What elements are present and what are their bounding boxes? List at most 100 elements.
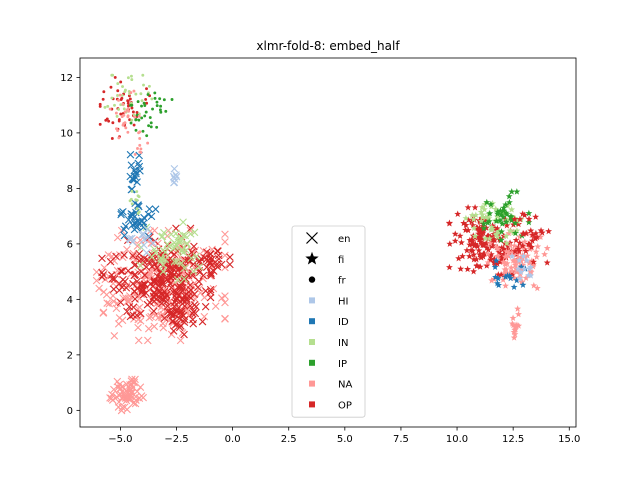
data-point: [170, 178, 178, 187]
data-point: [495, 228, 503, 236]
data-point: [150, 277, 158, 286]
data-point: [110, 332, 119, 340]
data-point: [140, 235, 148, 244]
x-tick-label: 7.5: [393, 434, 409, 445]
data-point: [131, 295, 139, 303]
data-point: [175, 323, 184, 332]
data-point: [128, 199, 132, 203]
data-point: [117, 107, 121, 111]
data-point: [137, 131, 141, 135]
data-point: [121, 102, 125, 106]
data-point: [149, 121, 153, 125]
data-point: [514, 267, 522, 275]
data-point: [500, 207, 507, 214]
data-point: [516, 275, 524, 282]
data-point: [226, 260, 234, 269]
data-point: [515, 220, 522, 228]
data-point: [522, 274, 530, 282]
data-point: [110, 137, 114, 140]
data-point: [134, 323, 142, 332]
data-point: [519, 210, 527, 217]
data-point: [502, 209, 510, 216]
data-point: [533, 233, 541, 241]
data-point: [148, 116, 152, 119]
data-point: [180, 264, 189, 272]
data-point: [502, 265, 510, 273]
data-point: [516, 244, 523, 251]
data-point: [98, 104, 102, 108]
data-point: [479, 213, 486, 221]
data-point: [487, 200, 495, 208]
data-point: [127, 109, 131, 113]
data-point: [123, 245, 131, 254]
data-point: [527, 272, 535, 279]
data-point: [498, 220, 506, 227]
data-point: [170, 172, 178, 181]
data-point: [119, 253, 127, 262]
data-point: [508, 216, 516, 224]
y-tick-label: 4: [67, 295, 73, 306]
data-point: [515, 256, 523, 264]
data-point: [116, 82, 120, 86]
data-point: [206, 285, 215, 294]
data-point: [115, 314, 124, 322]
data-point: [515, 310, 522, 318]
data-point: [131, 270, 139, 279]
data-point: [136, 317, 145, 325]
data-point: [123, 405, 131, 414]
data-point: [127, 185, 136, 194]
data-point: [502, 282, 509, 289]
data-point: [143, 114, 147, 118]
data-point: [124, 216, 133, 224]
data-point: [221, 251, 229, 260]
data-point: [140, 241, 148, 249]
data-point: [521, 211, 529, 219]
data-point: [142, 248, 151, 257]
legend-label: ID: [338, 317, 349, 328]
data-point: [525, 271, 532, 279]
data-point: [140, 213, 148, 222]
data-point: [541, 250, 549, 258]
data-point: [118, 93, 122, 97]
data-point: [153, 264, 161, 272]
data-point: [112, 252, 120, 261]
data-point: [514, 245, 522, 252]
data-point: [475, 246, 483, 254]
data-point: [182, 296, 191, 305]
data-point: [502, 201, 510, 208]
data-point: [221, 230, 229, 239]
data-point: [137, 281, 146, 290]
data-point: [98, 254, 106, 263]
data-point: [470, 251, 478, 258]
data-point: [176, 336, 185, 345]
data-point: [136, 147, 139, 150]
data-point: [516, 233, 523, 240]
data-point: [122, 284, 131, 292]
data-point: [137, 392, 146, 400]
data-point: [506, 272, 514, 279]
data-point: [170, 164, 179, 173]
data-point: [134, 304, 142, 313]
data-point: [126, 104, 130, 108]
data-point: [516, 215, 524, 223]
data-point: [463, 246, 471, 254]
data-point: [517, 268, 525, 276]
data-point: [134, 336, 143, 345]
data-point: [500, 250, 508, 258]
data-point: [211, 302, 220, 310]
data-point: [99, 308, 108, 317]
data-point: [531, 234, 539, 242]
data-point: [508, 188, 516, 195]
data-point: [209, 267, 218, 275]
data-point: [130, 78, 134, 82]
data-point: [117, 98, 120, 102]
data-point: [150, 226, 159, 235]
data-point: [156, 254, 165, 262]
data-point: [490, 255, 498, 262]
data-point: [470, 267, 478, 275]
data-point: [147, 84, 151, 88]
data-point: [464, 226, 472, 234]
data-point: [500, 258, 507, 265]
data-point: [135, 207, 139, 211]
data-point: [472, 211, 480, 219]
